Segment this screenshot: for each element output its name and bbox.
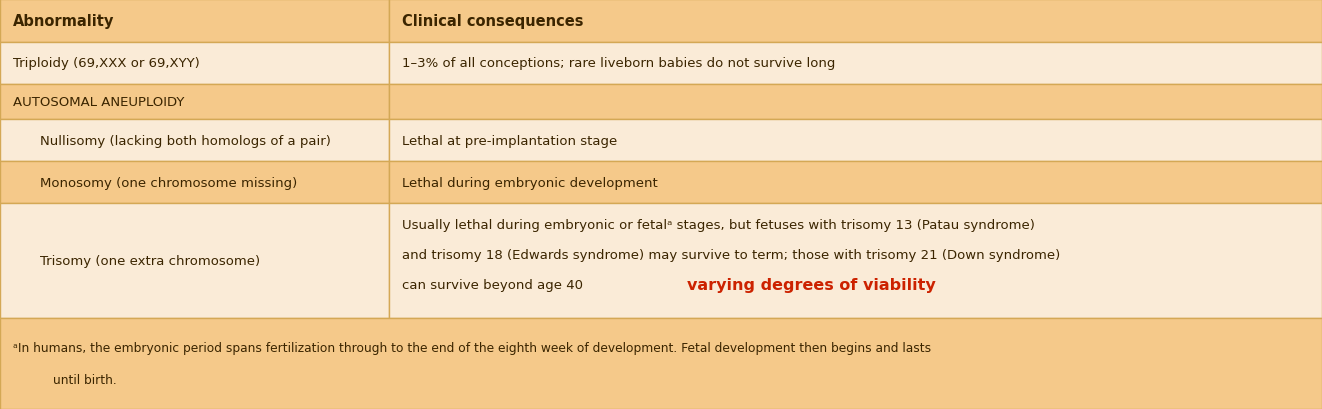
Text: Monosomy (one chromosome missing): Monosomy (one chromosome missing) [40,176,297,189]
Text: 1–3% of all conceptions; rare liveborn babies do not survive long: 1–3% of all conceptions; rare liveborn b… [402,57,836,70]
Bar [389,85,1322,120]
Text: Lethal during embryonic development: Lethal during embryonic development [402,176,658,189]
Text: can survive beyond age 40: can survive beyond age 40 [402,279,596,292]
Text: Nullisomy (lacking both homologs of a pair): Nullisomy (lacking both homologs of a pa… [40,134,330,147]
Bar [389,162,1322,204]
Bar [0,43,389,85]
Bar [0,318,1322,409]
Text: Triploidy (69,XXX or 69,XYY): Triploidy (69,XXX or 69,XYY) [13,57,200,70]
Bar [0,162,389,204]
Bar [0,85,389,120]
Text: until birth.: until birth. [53,373,116,387]
Text: Abnormality: Abnormality [13,14,115,29]
Bar [0,204,389,318]
Text: Trisomy (one extra chromosome): Trisomy (one extra chromosome) [40,254,260,267]
Bar [389,43,1322,85]
Bar [389,0,1322,43]
Bar [389,120,1322,162]
Bar [389,204,1322,318]
Bar [0,0,389,43]
Text: Lethal at pre-implantation stage: Lethal at pre-implantation stage [402,134,617,147]
Bar [0,120,389,162]
Text: and trisomy 18 (Edwards syndrome) may survive to term; those with trisomy 21 (Do: and trisomy 18 (Edwards syndrome) may su… [402,248,1060,261]
Text: Clinical consequences: Clinical consequences [402,14,584,29]
Text: varying degrees of viability: varying degrees of viability [687,278,936,292]
Text: AUTOSOMAL ANEUPLOIDY: AUTOSOMAL ANEUPLOIDY [13,96,185,109]
Text: ᵃIn humans, the embryonic period spans fertilization through to the end of the e: ᵃIn humans, the embryonic period spans f… [13,341,931,354]
Text: Usually lethal during embryonic or fetalᵃ stages, but fetuses with trisomy 13 (P: Usually lethal during embryonic or fetal… [402,218,1035,231]
